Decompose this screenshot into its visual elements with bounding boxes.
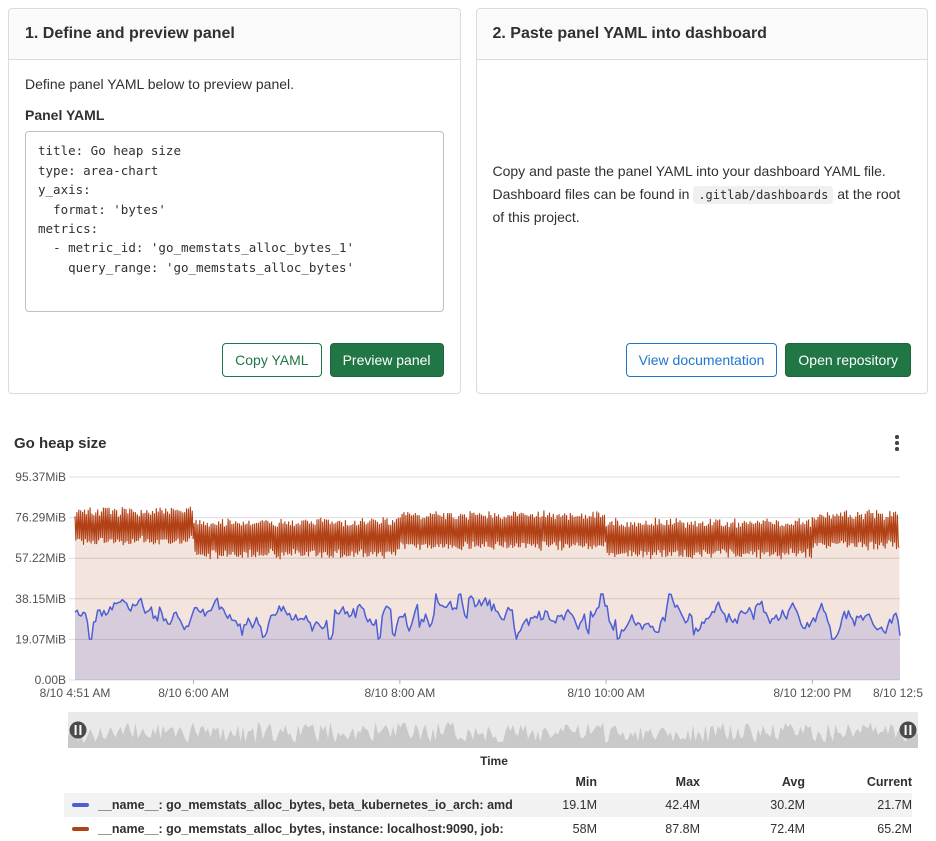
dashboards-path-code: .gitlab/dashboards [693,185,834,204]
paste-card-footer: View documentation Open repository [477,328,928,393]
x-tick-label: 8/10 4:51 AM [40,686,111,700]
open-repository-button[interactable]: Open repository [785,343,911,377]
legend-avg-value: 72.4M [770,822,805,836]
x-tick-label: 8/10 8:00 AM [364,686,435,700]
y-tick-label: 19.07MiB [15,632,66,646]
legend-min-value: 58M [572,822,597,836]
paste-yaml-card: 2. Paste panel YAML into dashboard Copy … [475,8,928,394]
legend-header-avg: Avg [781,775,805,789]
define-intro-text: Define panel YAML below to preview panel… [25,76,295,93]
panel-yaml-label: Panel YAML [25,107,105,124]
legend-header-max: Max [675,775,700,789]
legend-header-min: Min [575,775,597,789]
chart-header: Go heap size [12,432,924,454]
view-documentation-button[interactable]: View documentation [625,343,778,377]
brush-handle-right[interactable] [899,721,917,739]
blue-series-line [74,593,901,640]
legend-current-value: 21.7M [877,798,912,812]
x-tick-label: 8/10 6:00 AM [158,686,229,700]
y-tick-label: 95.37MiB [15,470,66,484]
y-tick-label: 76.29MiB [15,511,66,525]
legend-label: __name__: go_memstats_alloc_bytes, beta_… [98,798,512,812]
paste-text-after: at the root of this project. [492,185,901,225]
x-tick-label: 8/10 10:00 AM [567,686,644,700]
x-tick-label: 8/10 12:5 [873,686,923,700]
brush-handle-left[interactable] [69,721,87,739]
y-tick-label: 38.15MiB [15,592,66,606]
chart-zoom-brush[interactable] [12,708,924,752]
legend-header-row: Min Max Avg Current [64,771,912,793]
legend-current-value: 65.2M [877,822,912,836]
legend-header-current: Current [866,775,912,789]
chart-title: Go heap size [14,434,107,452]
kebab-menu-icon[interactable] [884,432,910,454]
chart-panel: Go heap size 0.00B 19.07MiB 38.15MiB 57.22M… [0,432,936,841]
y-tick-label: 57.22MiB [15,551,66,565]
red-series-swatch [72,827,89,831]
define-card-footer: Copy YAML Preview panel [9,328,460,393]
blue-series-swatch [72,803,89,807]
legend-row-blue-series[interactable]: __name__: go_memstats_alloc_bytes, beta_… [64,793,912,817]
legend-max-value: 42.4M [665,798,700,812]
legend-min-value: 19.1M [562,798,597,812]
x-axis-title-wrap: Time [12,754,924,771]
x-tick-label: 8/10 12:00 PM [773,686,851,700]
paste-instructions: Copy and paste the panel YAML into your … [493,160,912,229]
legend-max-value: 87.8M [665,822,700,836]
copy-yaml-button[interactable]: Copy YAML [222,343,322,377]
paste-text-before: Copy and paste the panel YAML into your … [492,162,886,202]
legend-label: __name__: go_memstats_alloc_bytes, insta… [98,822,504,836]
define-panel-card: 1. Define and preview panel Define panel… [8,8,461,394]
legend-row-red-series[interactable]: __name__: go_memstats_alloc_bytes, insta… [64,817,912,841]
paste-card-title: 2. Paste panel YAML into dashboard [476,9,927,61]
panel-yaml-textarea[interactable]: title: Go heap size type: area-chart y_a… [25,131,444,312]
top-cards-row: 1. Define and preview panel Define panel… [0,0,936,402]
x-axis-title: Time [480,754,508,768]
red-series-line [74,506,900,560]
paste-card-body: Copy and paste the panel YAML into your … [477,60,928,328]
preview-panel-button[interactable]: Preview panel [329,343,444,377]
define-card-body: Define panel YAML below to preview panel… [9,60,460,328]
define-card-title: 1. Define and preview panel [9,9,460,61]
legend-avg-value: 30.2M [770,798,805,812]
go-heap-size-chart[interactable]: 0.00B 19.07MiB 38.15MiB 57.22MiB 76.29MiB 95.… [12,464,924,700]
blue-series-area [75,594,900,680]
brush-minimap-area [68,722,918,748]
chart-legend: Min Max Avg Current __name__: go_memstat… [64,771,912,841]
y-tick-label: 0.00B [35,673,66,687]
